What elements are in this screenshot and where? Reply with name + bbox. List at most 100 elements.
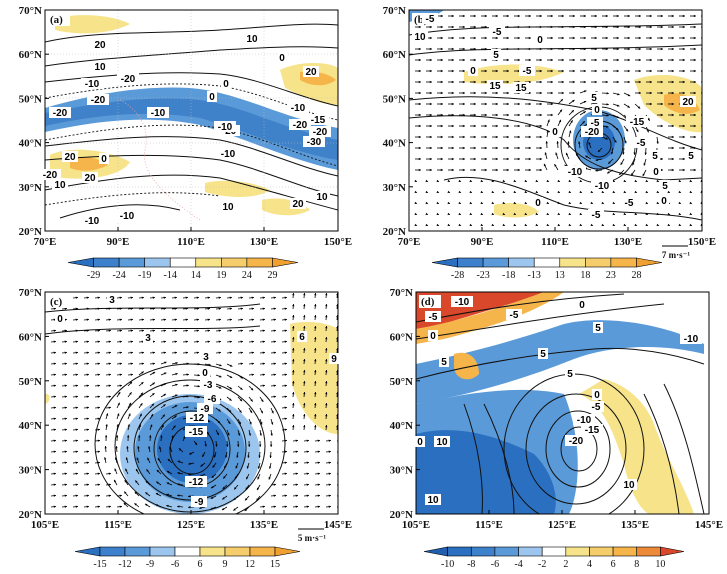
- wind-vector-head: [705, 125, 707, 127]
- panel-tag: (c): [50, 296, 63, 308]
- contour-label: -5: [592, 210, 601, 221]
- colorbar-segment: [471, 547, 495, 556]
- wind-vector-head: [705, 169, 707, 171]
- contour-label: 10: [623, 480, 635, 491]
- x-tick-label: 135°E: [621, 519, 649, 531]
- contour-label: -10: [85, 79, 100, 90]
- colorbar-segment: [495, 547, 519, 556]
- colorbar-segment: [660, 547, 684, 556]
- contour-label: 0: [653, 167, 659, 178]
- wind-vector-head: [340, 451, 342, 453]
- contour-label: 5: [441, 357, 447, 368]
- x-tick-label: 105°E: [31, 519, 59, 531]
- contour-label: -10: [291, 103, 306, 114]
- colorbar-segment: [611, 258, 637, 267]
- colorbar-segment: [566, 547, 590, 556]
- y-tick-label: 60°N: [383, 49, 406, 61]
- contour-label: 0: [202, 368, 208, 379]
- colorbar-segment: [175, 547, 200, 556]
- colorbar-segment: [94, 258, 120, 267]
- x-tick-label: 150°E: [324, 236, 352, 248]
- contour-label: 15: [489, 81, 501, 92]
- contour-label: 20: [84, 173, 96, 184]
- colorbar-label: 12: [245, 559, 255, 569]
- colorbar-label: -13: [528, 270, 541, 281]
- colorbar-segment: [272, 258, 298, 267]
- wind-vector-head: [340, 462, 342, 464]
- colorbar-segment: [637, 547, 661, 556]
- contour-label: -12: [189, 477, 204, 488]
- contour-label: -20: [53, 108, 68, 119]
- contour-label: 5: [688, 151, 694, 162]
- wind-vector-head: [705, 136, 707, 138]
- colorbar-label: 15: [270, 559, 280, 569]
- colorbar-label: 9: [223, 559, 228, 569]
- wind-vector-head: [705, 15, 707, 17]
- colorbar-label: -23: [476, 270, 489, 281]
- wind-vector-head: [705, 147, 707, 149]
- wind-vector-head: [705, 59, 707, 61]
- y-tick-label: 40°N: [19, 138, 42, 150]
- x-tick-label: 125°E: [548, 519, 576, 531]
- colorbar-segment: [424, 547, 448, 556]
- wind-vector-head: [340, 506, 342, 508]
- colorbar-label: -10: [441, 559, 454, 569]
- contour-label: -5: [592, 402, 601, 413]
- reference-vector-label: 5 m·s⁻¹: [298, 533, 327, 543]
- wind-vector-head: [705, 37, 707, 39]
- colorbar-segment: [534, 258, 560, 267]
- y-tick-label: 30°N: [390, 465, 413, 477]
- wind-vector-head: [340, 495, 342, 497]
- colorbar-segment: [145, 258, 171, 267]
- contour-label: 9: [331, 354, 337, 365]
- y-tick-label: 40°N: [390, 420, 413, 432]
- x-tick-label: 145°E: [324, 519, 352, 531]
- contour-label: 20: [292, 199, 304, 210]
- y-tick-label: 40°N: [19, 420, 42, 432]
- contour-label: -12: [190, 413, 205, 424]
- contour-label: 0: [209, 92, 215, 103]
- panel-tag: (a): [50, 14, 63, 26]
- colorbar-segment: [560, 258, 586, 267]
- contour-label: -9: [195, 497, 204, 508]
- x-tick-label: 130°E: [614, 236, 642, 248]
- wind-vector-head: [705, 92, 707, 94]
- contour-label: 3: [109, 295, 115, 306]
- wind-vector-head: [705, 158, 707, 160]
- contour-label: 5: [540, 349, 546, 360]
- colorbar-label: 6: [611, 559, 616, 569]
- colorbar-segment: [585, 258, 611, 267]
- colorbar-label: 8: [634, 559, 639, 569]
- x-tick-label: 150°E: [688, 236, 716, 248]
- contour-label: 0: [579, 300, 585, 311]
- colorbar-label: -12: [118, 559, 131, 569]
- colorbar-segment: [196, 258, 222, 267]
- contour-label: 0: [430, 331, 436, 342]
- wind-vector-head: [705, 81, 707, 83]
- contour-label: -10: [595, 181, 610, 192]
- colorbar-label: 14: [191, 270, 201, 281]
- colorbar-label: -4: [514, 559, 522, 569]
- x-tick-label: 135°E: [250, 519, 278, 531]
- contour-label: 0: [57, 314, 63, 325]
- y-tick-label: 70°N: [19, 287, 42, 299]
- y-tick-label: 50°N: [390, 376, 413, 388]
- x-tick-label: 145°E: [695, 519, 723, 531]
- contour-label: 5: [652, 151, 658, 162]
- x-tick-label: 70°E: [398, 236, 421, 248]
- wind-vector-head: [340, 473, 342, 475]
- colorbar-segment: [170, 258, 196, 267]
- colorbar-label: -9: [146, 559, 154, 569]
- colorbar-label: 13: [555, 270, 565, 281]
- colorbar-segment: [519, 547, 543, 556]
- contour-label: 5: [591, 93, 597, 104]
- contour-label: 20: [305, 67, 317, 78]
- contour-label: 15: [515, 83, 527, 94]
- contour-label: -5: [625, 198, 634, 209]
- colorbar-label: -6: [491, 559, 499, 569]
- contour-label: 10: [414, 32, 426, 43]
